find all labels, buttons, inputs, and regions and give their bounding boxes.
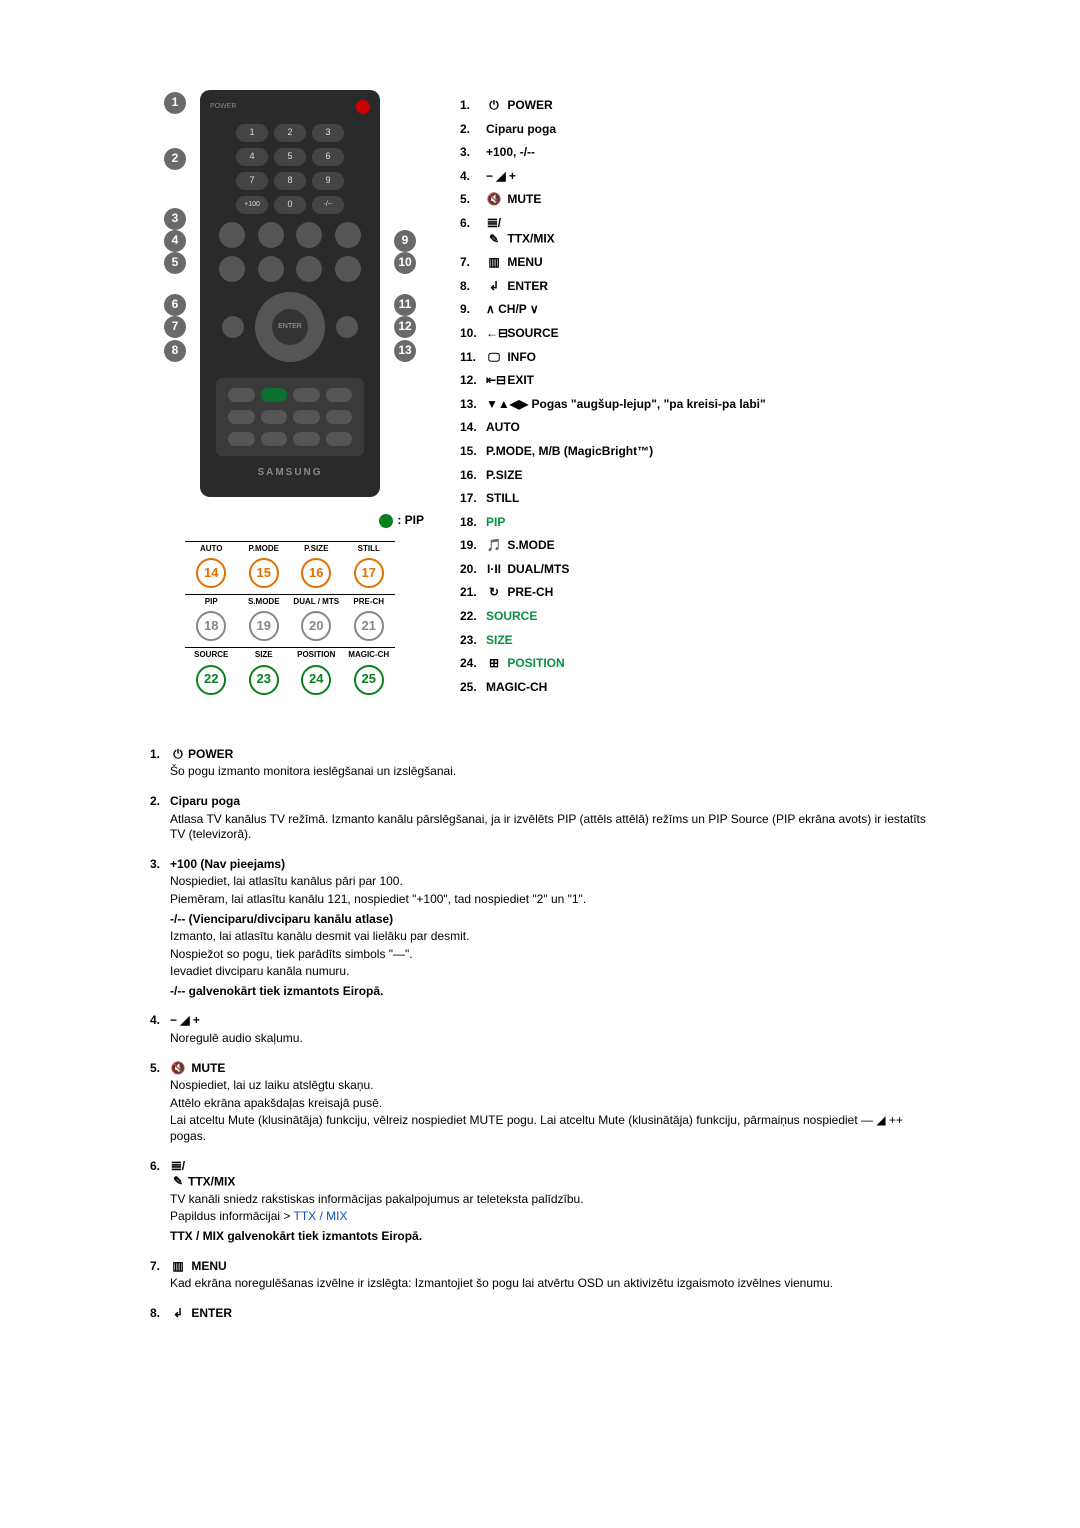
ttx-mix-link[interactable]: TTX / MIX (294, 1209, 348, 1223)
callout-8: 8 (164, 340, 186, 362)
callout-7: 7 (164, 316, 186, 338)
feature-item: 7.▥ MENU (460, 255, 930, 271)
desc-power: 1.⏻POWER Šo pogu izmanto monitora ieslēg… (150, 747, 930, 780)
feature-item: 15.P.MODE, M/B (MagicBright™) (460, 444, 930, 460)
power-icon: ⏻ (170, 747, 186, 763)
callout-11: 11 (394, 294, 416, 316)
item-icon: I·II (486, 562, 502, 578)
callout-5: 5 (164, 252, 186, 274)
item-icon: ↻ (486, 585, 502, 601)
feature-list: 1.⏻ POWER 2.Ciparu poga 3.+100, -/-- 4.− ◢ … (460, 90, 930, 707)
feature-item: 6.𝌆/✎ TTX/MIX (460, 216, 930, 247)
feature-item: 2.Ciparu poga (460, 122, 930, 138)
callout-1: 1 (164, 92, 186, 114)
desc-plus100: 3.+100 (Nav pieejams) Nospiediet, lai at… (150, 857, 930, 1000)
feature-item: 8.↲ ENTER (460, 279, 930, 295)
item-icon: ←⊟ (486, 326, 502, 342)
desc-enter: 8.↲ ENTER (150, 1306, 930, 1322)
item-icon: 🖵 (486, 350, 502, 366)
feature-item: 1.⏻ POWER (460, 98, 930, 114)
callout-10: 10 (394, 252, 416, 274)
feature-item: 4.− ◢ + (460, 169, 930, 185)
desc-menu: 7.▥ MENU Kad ekrāna noregulēšanas izvēln… (150, 1259, 930, 1292)
feature-item: 11.🖵 INFO (460, 350, 930, 366)
desc-mute: 5.🔇 MUTE Nospiediet, lai uz laiku atslēg… (150, 1061, 930, 1145)
brand-label: SAMSUNG (210, 466, 370, 479)
item-icon: ▥ (486, 255, 502, 271)
feature-item: 25.MAGIC-CH (460, 680, 930, 696)
desc-ttxmix: 6.𝌆/✎TTX/MIX TV kanāli sniedz rakstiskas… (150, 1159, 930, 1245)
callout-2: 2 (164, 148, 186, 170)
feature-item: 19.🎵 S.MODE (460, 538, 930, 554)
enter-icon: ↲ (170, 1306, 186, 1322)
top-section: 1 POWER 2 123 456 789 +1000-/-- 3 4 5 9 … (150, 90, 930, 707)
feature-item: 14.AUTO (460, 420, 930, 436)
remote-column: 1 POWER 2 123 456 789 +1000-/-- 3 4 5 9 … (150, 90, 430, 707)
callout-9: 9 (394, 230, 416, 252)
feature-item: 21.↻ PRE-CH (460, 585, 930, 601)
feature-item: 18.PIP (460, 515, 930, 531)
feature-item: 20.I·II DUAL/MTS (460, 562, 930, 578)
pip-legend: : PIP (150, 507, 430, 535)
callout-4: 4 (164, 230, 186, 252)
desc-volume: 4.− ◢ + Noregulē audio skaļumu. (150, 1013, 930, 1046)
feature-item: 16.P.SIZE (460, 468, 930, 484)
feature-item: 17.STILL (460, 491, 930, 507)
item-icon: ⏻ (486, 98, 502, 114)
descriptions: 1.⏻POWER Šo pogu izmanto monitora ieslēg… (150, 747, 930, 1322)
remote-image: 1 POWER 2 123 456 789 +1000-/-- 3 4 5 9 … (150, 90, 430, 707)
callout-6: 6 (164, 294, 186, 316)
desc-digit: 2.Ciparu poga Atlasa TV kanālus TV režīm… (150, 794, 930, 843)
feature-item: 13.▼▲◀▶ Pogas "augšup-lejup", "pa kreisi… (460, 397, 930, 413)
feature-item: 23.SIZE (460, 633, 930, 649)
feature-item: 12.⇤⊟ EXIT (460, 373, 930, 389)
item-icon: 🔇 (486, 192, 502, 208)
feature-item: 3.+100, -/-- (460, 145, 930, 161)
feature-item: 10.←⊟ SOURCE (460, 326, 930, 342)
item-icon: ↲ (486, 279, 502, 295)
feature-item: 9.∧ CH/P ∨ (460, 302, 930, 318)
remote-lower-panel: AUTOP.MODEP.SIZESTILL 14151617 PIPS.MODE… (185, 535, 395, 707)
ttx-icon: 𝌆/✎ (170, 1159, 186, 1190)
item-icon: ⇤⊟ (486, 373, 502, 389)
callout-3: 3 (164, 208, 186, 230)
feature-item: 22.SOURCE (460, 609, 930, 625)
item-icon: 𝌆/✎ (486, 216, 502, 247)
item-icon: ⊞ (486, 656, 502, 672)
callout-12: 12 (394, 316, 416, 338)
item-icon: 🎵 (486, 538, 502, 554)
feature-item: 24.⊞ POSITION (460, 656, 930, 672)
callout-13: 13 (394, 340, 416, 362)
menu-icon: ▥ (170, 1259, 186, 1275)
feature-item: 5.🔇 MUTE (460, 192, 930, 208)
mute-icon: 🔇 (170, 1061, 186, 1077)
